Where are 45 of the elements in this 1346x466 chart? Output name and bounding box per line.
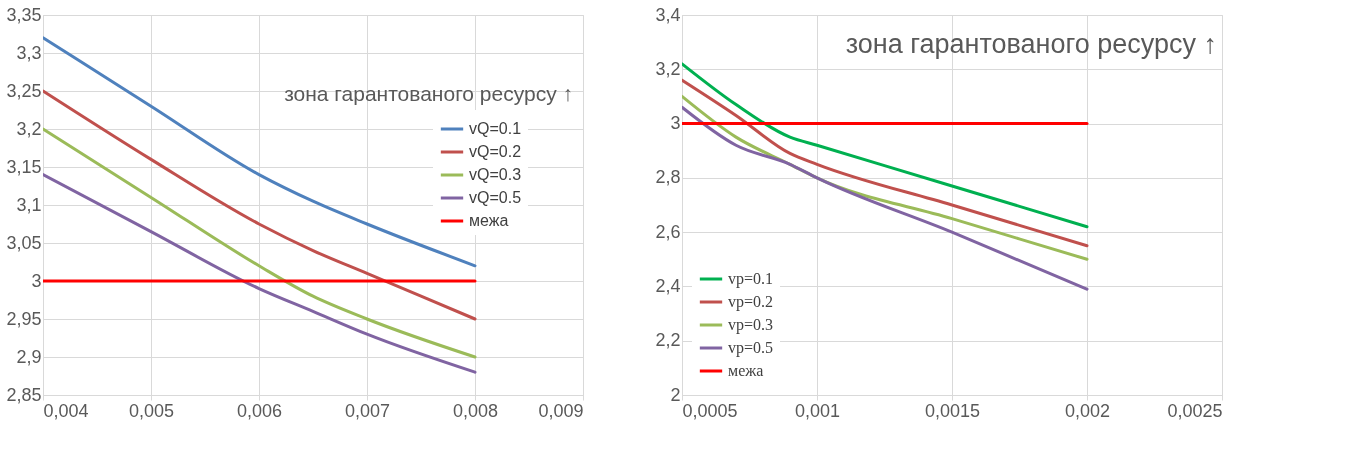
legend-label: vQ=0.2 xyxy=(469,143,522,160)
line-series xyxy=(682,78,1089,248)
y-tick-label: 2,95 xyxy=(6,308,42,329)
legend-label: межа xyxy=(469,212,509,229)
y-tick-label: 2 xyxy=(670,384,681,405)
legend-label: vQ=0.3 xyxy=(469,166,522,183)
legend-label: vp=0.5 xyxy=(728,339,774,357)
y-tick-label: 3,15 xyxy=(6,156,42,177)
y-tick-label: 3,05 xyxy=(6,232,42,253)
y-tick-label: 3,2 xyxy=(655,58,681,79)
y-tick-label: 3 xyxy=(670,113,681,134)
x-tick-label: 0,008 xyxy=(452,400,499,421)
x-tick-label: 0,0015 xyxy=(924,400,981,421)
x-tick-label: 0,002 xyxy=(1064,400,1111,421)
y-tick-label: 3,1 xyxy=(16,194,42,215)
y-tick-label: 2,4 xyxy=(655,275,681,296)
y-tick-label: 3,35 xyxy=(6,4,42,25)
legend-label: vp=0.1 xyxy=(728,270,774,288)
y-tick-label: 3,4 xyxy=(655,4,681,25)
annotation: зона гарантованого ресурсу ↑ xyxy=(284,82,573,105)
x-tick-label: 0,005 xyxy=(128,400,175,421)
y-tick-label: 2,2 xyxy=(655,330,681,351)
x-tick-label: 0,0005 xyxy=(682,400,738,421)
x-tick-label: 0,0025 xyxy=(1167,400,1223,421)
y-tick-label: 2,8 xyxy=(655,167,681,188)
x-tick-label: 0,001 xyxy=(794,400,841,421)
legend-label: vp=0.2 xyxy=(728,293,774,311)
y-tick-label: 2,9 xyxy=(16,346,42,367)
x-tick-label: 0,009 xyxy=(538,400,584,421)
x-tick-label: 0,004 xyxy=(43,400,89,421)
x-tick-label: 0,007 xyxy=(344,400,391,421)
x-tick-label: 0,006 xyxy=(236,400,283,421)
legend-label: vQ=0.5 xyxy=(469,189,522,206)
annotation: зона гарантованого ресурсу ↑ xyxy=(845,29,1217,59)
y-tick-label: 2,85 xyxy=(6,384,42,405)
line-series xyxy=(682,105,1089,291)
y-tick-label: 3,3 xyxy=(16,42,42,63)
line-series xyxy=(682,62,1089,229)
legend-label: vQ=0.1 xyxy=(469,120,522,137)
legend-label: vp=0.3 xyxy=(728,316,774,334)
y-tick-label: 3,2 xyxy=(16,118,42,139)
y-tick-label: 2,6 xyxy=(655,221,681,242)
y-tick-label: 3,25 xyxy=(6,80,42,101)
legend-label: межа xyxy=(728,362,764,379)
y-tick-label: 3 xyxy=(31,270,42,291)
